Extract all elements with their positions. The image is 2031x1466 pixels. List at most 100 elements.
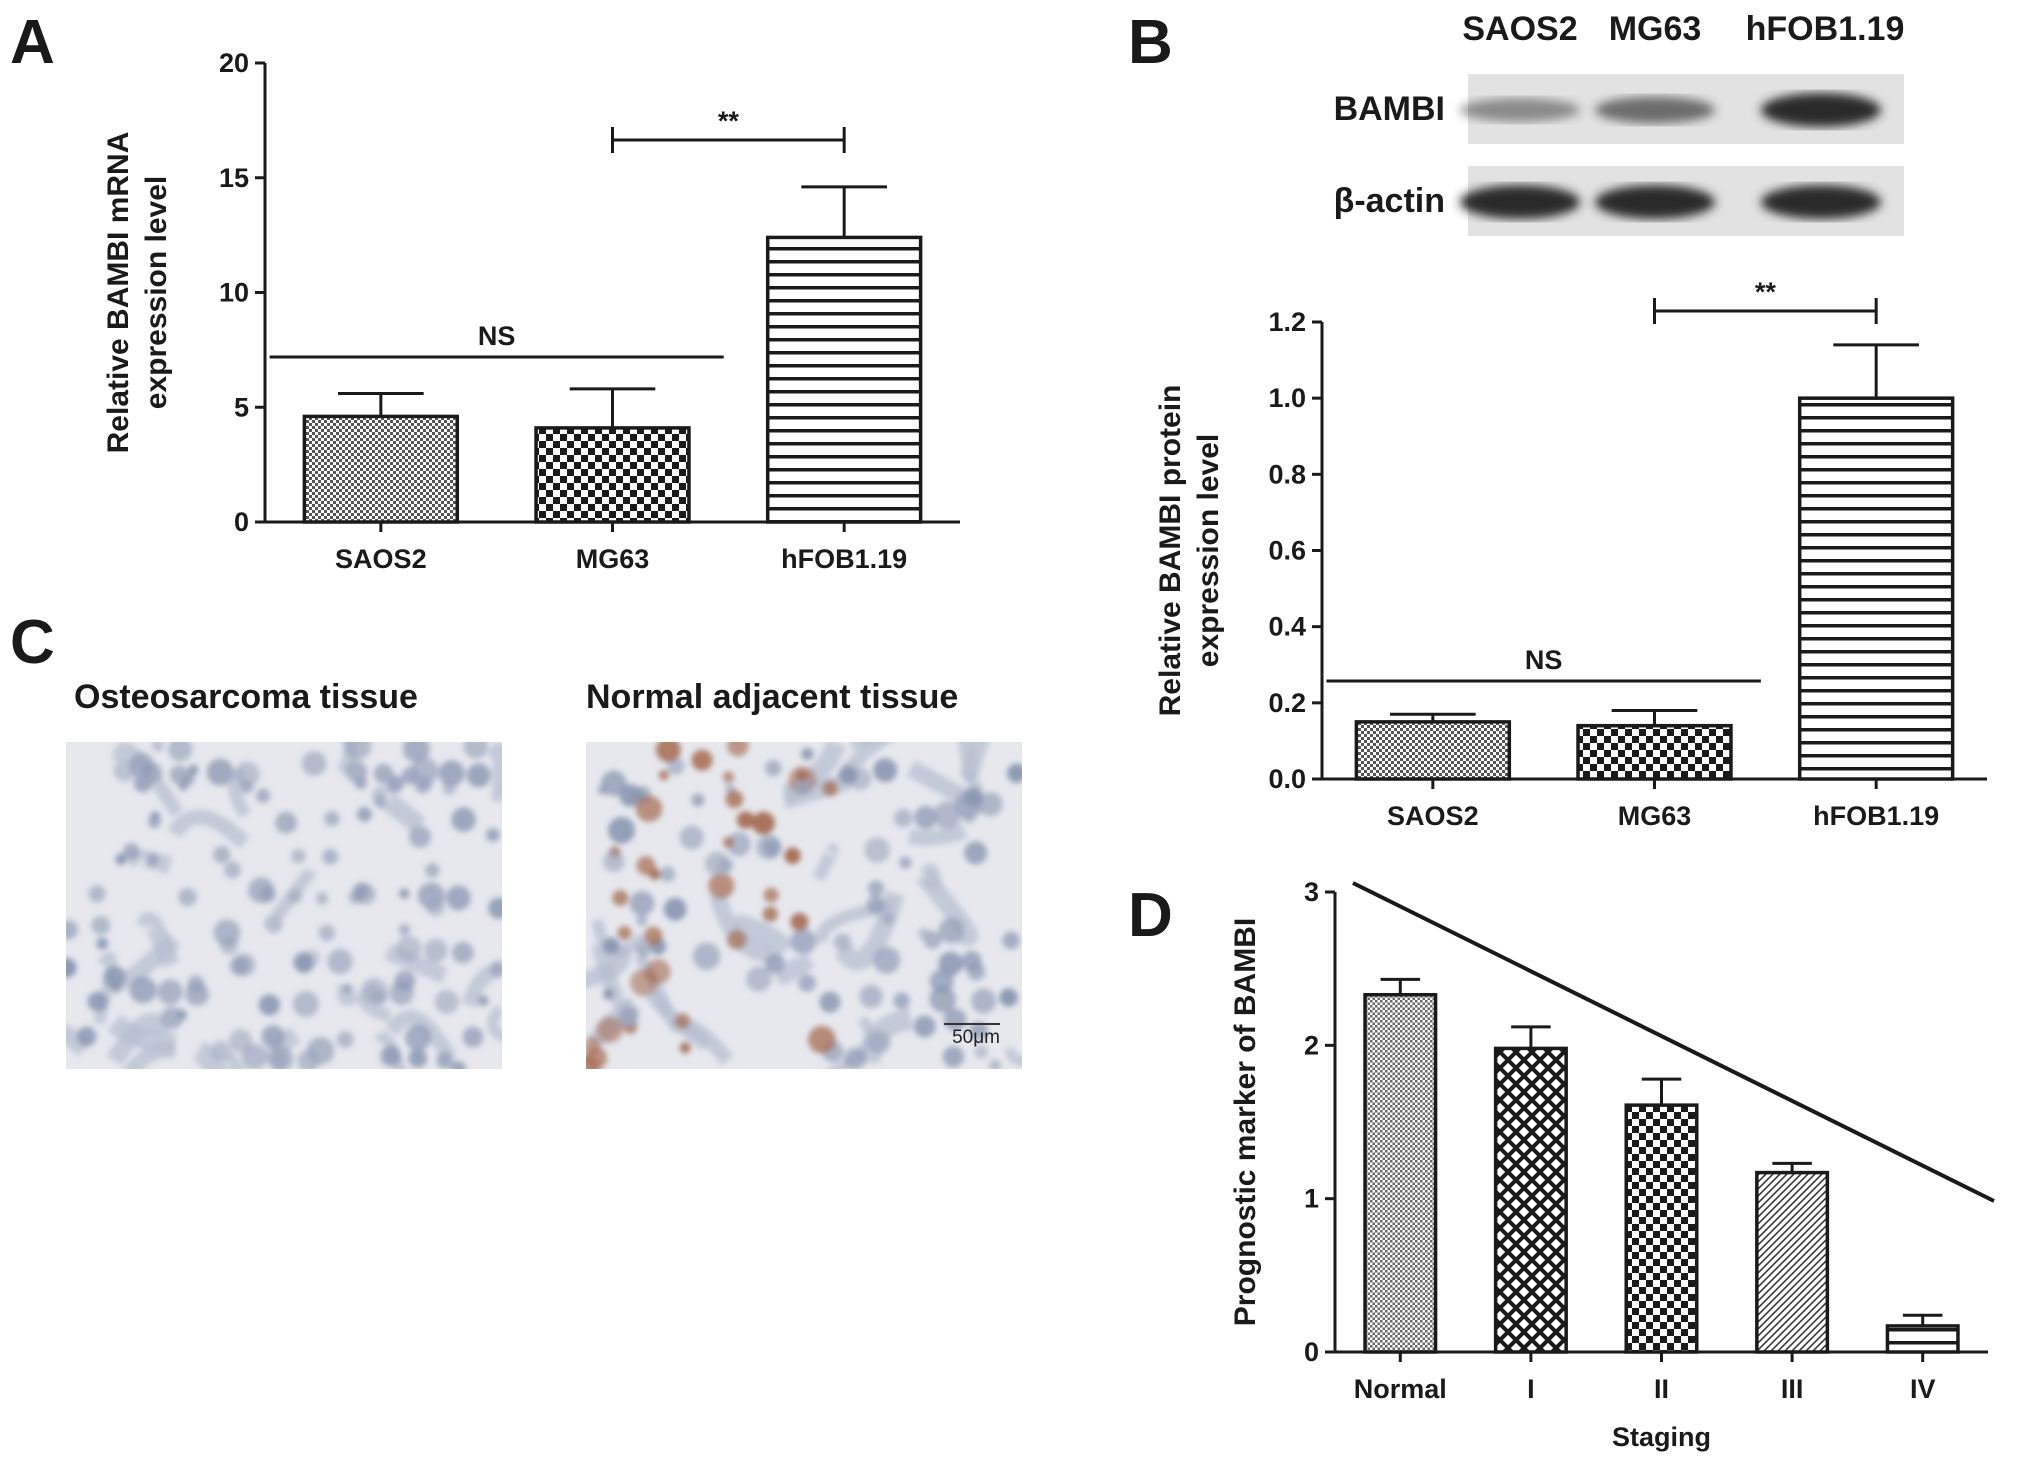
cell-nucleus [436, 1051, 454, 1069]
cell-nucleus [929, 985, 957, 1013]
y-tick-label: 1 [1304, 1184, 1319, 1214]
y-axis-label: Relative BAMBI protein [1154, 385, 1187, 717]
cell-nucleus [287, 889, 303, 904]
cell-nucleus [356, 806, 372, 822]
cell-nucleus [796, 769, 808, 782]
cell-nucleus [414, 778, 430, 794]
stroma-fiber [128, 850, 173, 875]
cell-nucleus [88, 885, 106, 903]
cell-nucleus [596, 1016, 623, 1043]
bar-normal [1363, 992, 1438, 1354]
stroma-fiber [124, 1042, 176, 1069]
y-tick-label: 20 [219, 48, 249, 78]
cell-nucleus [213, 845, 231, 864]
scale-bar-label: 50μm [952, 1027, 1000, 1048]
cell-nucleus [801, 747, 814, 761]
y-axis-label: expression level [1192, 434, 1225, 667]
y-tick-label: 0 [234, 507, 249, 537]
cell-nucleus [396, 935, 422, 962]
cell-nucleus [408, 1048, 428, 1068]
y-tick-label: 10 [219, 278, 249, 308]
lane-label-hfob: hFOB1.19 [1746, 10, 1905, 48]
stroma-fiber [167, 809, 250, 849]
stroma-fiber [192, 1041, 228, 1069]
stroma-fiber [591, 942, 634, 1011]
cell-nucleus [87, 991, 108, 1012]
cell-nucleus [674, 1013, 691, 1029]
cell-nucleus [206, 758, 234, 786]
bar-saos2 [302, 414, 460, 524]
cell-nucleus [873, 758, 898, 783]
cell-nucleus [808, 1025, 836, 1054]
y-tick-label: 0 [1304, 1337, 1319, 1367]
cell-nucleus [763, 887, 779, 903]
stroma-fiber [775, 953, 815, 985]
cell-nucleus [403, 742, 430, 763]
cell-nucleus [258, 994, 280, 1016]
stroma-fiber [487, 1005, 502, 1042]
x-tick-label: SAOS2 [335, 544, 427, 574]
x-tick-label: I [1527, 1374, 1535, 1404]
cell-nucleus [291, 849, 306, 864]
stroma-fiber [960, 742, 989, 782]
cell-nucleus [691, 793, 705, 807]
scale-bar [944, 1023, 1000, 1025]
cell-nucleus [655, 742, 681, 763]
cell-nucleus [608, 816, 635, 844]
tissue-texture [66, 742, 502, 1069]
cell-nucleus [224, 861, 242, 879]
cell-nucleus [1007, 763, 1022, 783]
cell-nucleus [91, 915, 111, 935]
cell-nucleus [342, 983, 353, 994]
cell-nucleus [404, 1024, 432, 1051]
cell-nucleus [297, 1049, 320, 1069]
cell-nucleus [989, 1059, 1002, 1069]
cell-nucleus [866, 895, 886, 915]
stroma-fiber [916, 869, 978, 947]
ns-label: NS [478, 321, 516, 351]
bar-iii [1755, 1170, 1830, 1354]
cell-nucleus [380, 1045, 402, 1067]
cell-nucleus [838, 765, 858, 785]
cell-nucleus [881, 912, 895, 925]
y-tick-label: 1.2 [1268, 307, 1306, 337]
stroma-fiber [487, 742, 502, 802]
cell-nucleus [187, 975, 205, 992]
cell-nucleus [169, 765, 189, 785]
cell-nucleus [762, 906, 778, 922]
significance-label: ** [1755, 277, 1777, 307]
cell-nucleus [942, 1046, 965, 1068]
cell-nucleus [213, 919, 241, 947]
cell-nucleus [727, 742, 749, 757]
stroma-fiber [908, 823, 968, 846]
cell-nucleus [636, 942, 651, 958]
cell-nucleus [864, 837, 890, 863]
x-tick-label: hFOB1.19 [1813, 801, 1939, 831]
x-tick-label: Normal [1354, 1374, 1447, 1404]
y-tick-label: 3 [1304, 877, 1319, 907]
stroma-fiber [1005, 1047, 1022, 1067]
western-blot: SAOS2 MG63 hFOB1.19 BAMBI β-actin [1334, 10, 1905, 236]
cell-nucleus [361, 977, 388, 1005]
cell-nucleus [322, 848, 339, 865]
cell-nucleus [659, 866, 676, 883]
cell-nucleus [261, 1024, 285, 1049]
panel-letter-c: C [10, 608, 55, 677]
stroma-fiber [731, 913, 794, 959]
cell-nucleus [974, 1044, 989, 1059]
cell-nucleus [643, 926, 663, 946]
cell-nucleus [933, 801, 962, 829]
cell-nucleus [66, 957, 77, 978]
cell-nucleus [722, 836, 734, 848]
cell-nucleus [913, 1015, 936, 1038]
y-tick-label: 1.0 [1268, 383, 1306, 413]
cell-nucleus [618, 1007, 639, 1027]
cell-nucleus [636, 915, 648, 927]
cell-nucleus [893, 992, 910, 1009]
cell-nucleus [315, 892, 329, 905]
y-tick-label: 0.8 [1268, 459, 1306, 489]
cell-nucleus [438, 760, 465, 787]
cell-nucleus [790, 928, 817, 955]
cell-nucleus [157, 979, 183, 1005]
